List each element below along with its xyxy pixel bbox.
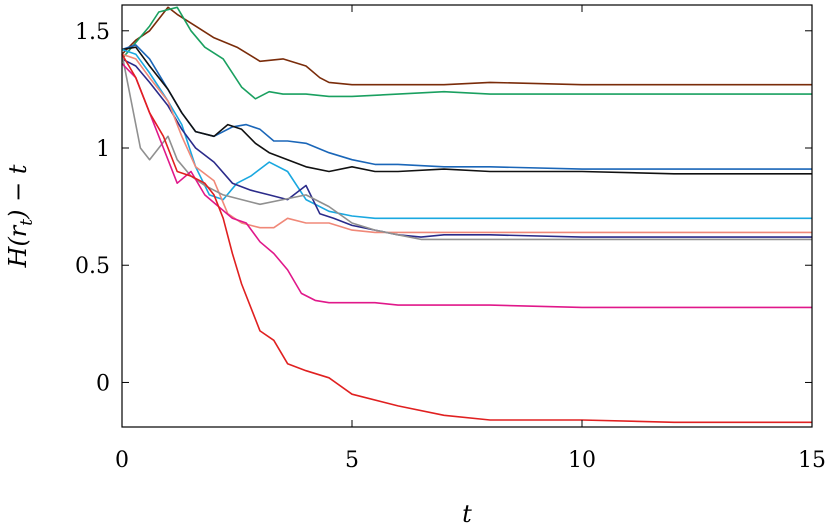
y-tick-label: 1.5 [75, 20, 110, 45]
series-line-8 [121, 54, 812, 241]
series-layer [121, 6, 812, 424]
series-line-2 [121, 6, 812, 100]
y-axis: 0 0.5 1 1.5 [75, 20, 812, 396]
series-line-4 [121, 46, 812, 175]
y-tick-label: 1 [96, 137, 110, 162]
series-line-1 [121, 6, 812, 86]
x-tick-label: 0 [115, 448, 129, 473]
series-line-10 [121, 53, 812, 424]
x-tick-label: 5 [345, 448, 359, 473]
series-line-6 [121, 58, 812, 238]
series-line-7 [121, 53, 812, 234]
x-tick-label: 15 [798, 448, 826, 473]
y-tick-label: 0.5 [75, 254, 110, 279]
x-axis: 0 5 10 15 [115, 5, 826, 473]
y-tick-label: 0 [96, 371, 110, 396]
series-line-9 [121, 63, 812, 309]
plot-frame [121, 4, 813, 428]
x-tick-label: 10 [568, 448, 596, 473]
x-axis-label: t [462, 500, 472, 528]
series-line-5 [121, 48, 812, 220]
y-axis-label: H(rt) − t [4, 164, 37, 268]
